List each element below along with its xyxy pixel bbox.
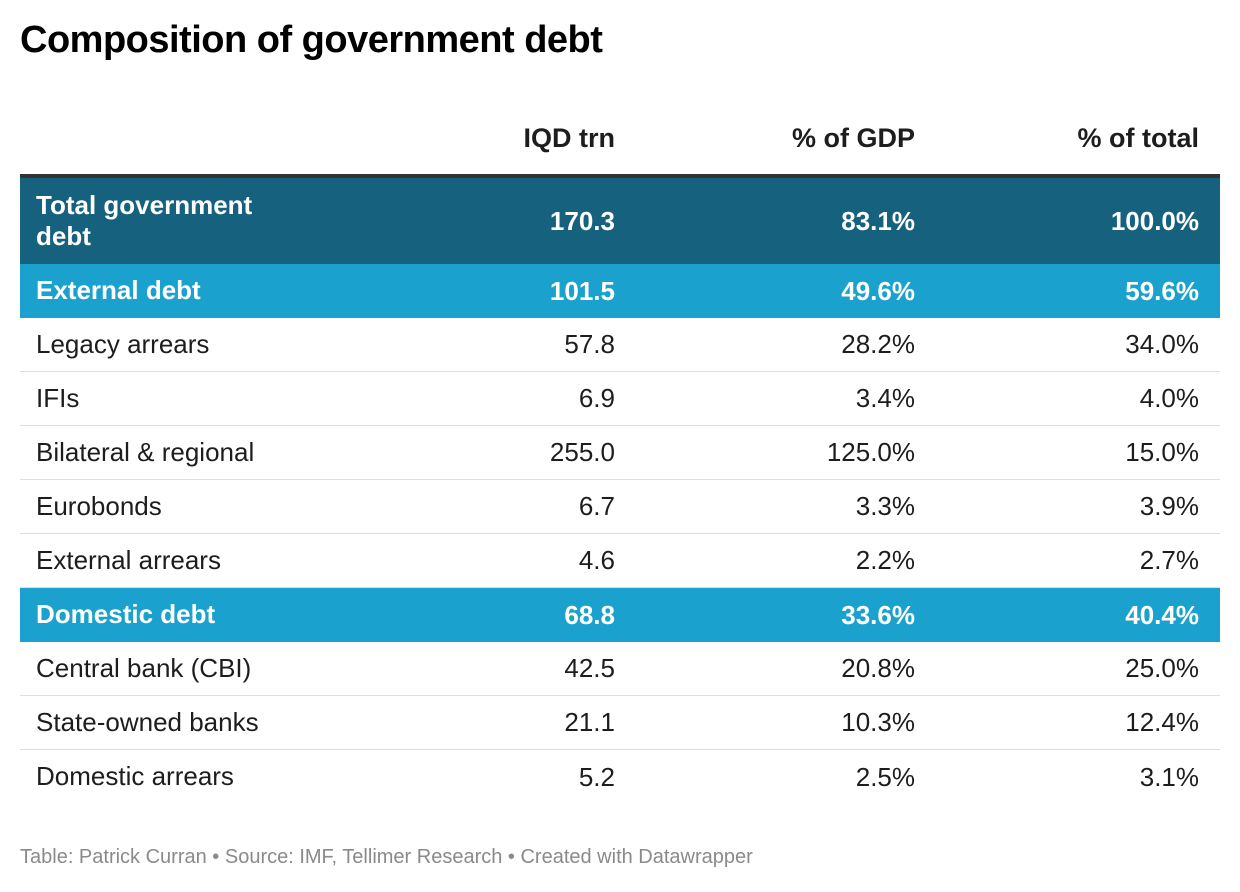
cell-pct-total: 34.0% — [1125, 329, 1199, 359]
row-label: Eurobonds — [36, 490, 162, 521]
group-row: Domestic debt 68.8 33.6% 40.4% — [20, 588, 1220, 642]
cell-pct-gdp: 3.3% — [855, 491, 915, 521]
cell-iqd-trn: 6.9 — [578, 383, 615, 413]
row-label: Bilateral & regional — [36, 436, 255, 467]
cell-pct-total: 100.0% — [1110, 205, 1199, 236]
cell-pct-gdp: 2.5% — [855, 761, 915, 792]
row-label: Central bank (CBI) — [36, 652, 252, 683]
cell-pct-gdp: 49.6% — [841, 275, 915, 306]
table-row: Eurobonds 6.7 3.3% 3.9% — [20, 480, 1220, 534]
total-row: Total government debt 170.3 83.1% 100.0% — [20, 178, 1220, 264]
cell-pct-gdp: 28.2% — [841, 329, 915, 359]
page-title: Composition of government debt — [20, 19, 603, 61]
cell-pct-total: 3.1% — [1139, 761, 1199, 792]
cell-pct-gdp: 83.1% — [841, 205, 915, 236]
cell-iqd-trn: 101.5 — [549, 275, 615, 306]
table-row: Legacy arrears 57.8 28.2% 34.0% — [20, 318, 1220, 372]
table-row: IFIs 6.9 3.4% 4.0% — [20, 372, 1220, 426]
cell-pct-gdp: 10.3% — [841, 707, 915, 737]
cell-pct-gdp: 33.6% — [841, 599, 915, 630]
cell-pct-total: 2.7% — [1139, 545, 1199, 575]
cell-pct-total: 25.0% — [1125, 653, 1199, 683]
row-label: Domestic arrears — [36, 761, 234, 792]
cell-pct-total: 15.0% — [1125, 437, 1199, 467]
row-label: State-owned banks — [36, 706, 259, 737]
source-note: Table: Patrick Curran • Source: IMF, Tel… — [20, 846, 753, 868]
debt-table: IQD trn % of GDP % of total Total govern… — [20, 118, 1220, 804]
row-label: External arrears — [36, 544, 221, 575]
cell-iqd-trn: 5.2 — [578, 761, 615, 792]
cell-iqd-trn: 6.7 — [578, 491, 615, 521]
column-header-gdp: % of GDP — [791, 123, 915, 153]
cell-pct-total: 40.4% — [1125, 599, 1199, 630]
row-label: Domestic debt — [36, 599, 216, 630]
table-row: External arrears 4.6 2.2% 2.7% — [20, 534, 1220, 588]
cell-iqd-trn: 170.3 — [549, 205, 615, 236]
cell-pct-total: 3.9% — [1139, 491, 1199, 521]
cell-pct-gdp: 125.0% — [826, 437, 915, 467]
cell-pct-total: 59.6% — [1125, 275, 1199, 306]
cell-pct-total: 4.0% — [1139, 383, 1199, 413]
cell-iqd-trn: 255.0 — [549, 437, 615, 467]
cell-iqd-trn: 57.8 — [564, 329, 615, 359]
group-row: External debt 101.5 49.6% 59.6% — [20, 264, 1220, 318]
table-header: IQD trn % of GDP % of total — [20, 118, 1220, 178]
table-row: Domestic arrears 5.2 2.5% 3.1% — [20, 750, 1220, 804]
cell-iqd-trn: 4.6 — [578, 545, 615, 575]
cell-iqd-trn: 21.1 — [564, 707, 615, 737]
row-label: IFIs — [36, 382, 80, 413]
cell-pct-gdp: 20.8% — [841, 653, 915, 683]
table-row: Bilateral & regional 255.0 125.0% 15.0% — [20, 426, 1220, 480]
table-body: Total government debt 170.3 83.1% 100.0% Ext… — [20, 178, 1220, 804]
cell-iqd-trn: 68.8 — [564, 599, 615, 630]
cell-pct-total: 12.4% — [1125, 707, 1199, 737]
table-row: State-owned banks 21.1 10.3% 12.4% — [20, 696, 1220, 750]
cell-pct-gdp: 3.4% — [855, 383, 915, 413]
row-label: External debt — [36, 275, 201, 306]
row-label: Legacy arrears — [36, 328, 210, 359]
column-header-iqd: IQD trn — [523, 123, 616, 153]
row-label: Total government debt — [36, 189, 253, 251]
cell-iqd-trn: 42.5 — [564, 653, 615, 683]
column-header-total: % of total — [1077, 123, 1200, 153]
table-row: Central bank (CBI) 42.5 20.8% 25.0% — [20, 642, 1220, 696]
cell-pct-gdp: 2.2% — [855, 545, 915, 575]
